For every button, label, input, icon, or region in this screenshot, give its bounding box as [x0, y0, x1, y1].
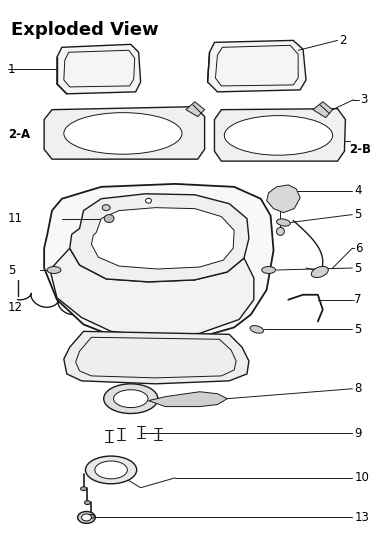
Text: Exploded View: Exploded View — [11, 21, 158, 38]
Ellipse shape — [95, 461, 127, 479]
Text: 1: 1 — [8, 63, 15, 76]
Ellipse shape — [82, 514, 92, 521]
Polygon shape — [313, 102, 332, 118]
Text: 3: 3 — [360, 93, 367, 106]
Text: 2-A: 2-A — [8, 128, 30, 141]
Text: 7: 7 — [354, 293, 362, 306]
Ellipse shape — [84, 501, 90, 504]
Ellipse shape — [78, 511, 95, 523]
Polygon shape — [64, 50, 135, 87]
Polygon shape — [207, 40, 306, 92]
Polygon shape — [92, 208, 234, 269]
Ellipse shape — [104, 384, 158, 414]
Ellipse shape — [89, 515, 94, 518]
Ellipse shape — [277, 227, 284, 235]
Text: 6: 6 — [355, 242, 363, 255]
Text: 5: 5 — [354, 208, 362, 221]
Ellipse shape — [114, 390, 148, 408]
Ellipse shape — [224, 116, 332, 155]
Text: 12: 12 — [8, 301, 23, 314]
Ellipse shape — [311, 266, 328, 278]
Text: 5: 5 — [8, 264, 15, 276]
Polygon shape — [76, 338, 236, 378]
Ellipse shape — [262, 267, 276, 273]
Ellipse shape — [146, 198, 152, 203]
Polygon shape — [64, 332, 249, 384]
Polygon shape — [214, 109, 345, 161]
Text: 10: 10 — [354, 471, 369, 484]
Ellipse shape — [64, 113, 182, 154]
Polygon shape — [50, 248, 254, 336]
Ellipse shape — [250, 326, 263, 333]
Polygon shape — [186, 102, 204, 117]
Ellipse shape — [47, 267, 61, 273]
Ellipse shape — [81, 487, 87, 491]
Polygon shape — [44, 107, 204, 159]
Polygon shape — [44, 184, 274, 339]
Ellipse shape — [102, 205, 110, 211]
Ellipse shape — [86, 456, 137, 484]
Text: 2-B: 2-B — [349, 143, 371, 156]
Polygon shape — [57, 44, 141, 94]
Text: 13: 13 — [354, 511, 369, 524]
Ellipse shape — [104, 214, 114, 222]
Text: 9: 9 — [354, 427, 362, 440]
Text: 5: 5 — [354, 261, 362, 274]
Text: 2: 2 — [339, 34, 347, 47]
Polygon shape — [149, 392, 227, 407]
Polygon shape — [70, 194, 249, 282]
Text: 8: 8 — [354, 382, 362, 395]
Polygon shape — [267, 185, 300, 213]
Polygon shape — [215, 45, 298, 86]
Text: 5: 5 — [354, 323, 362, 336]
Text: 4: 4 — [354, 184, 362, 197]
Ellipse shape — [277, 219, 290, 226]
Text: 11: 11 — [8, 212, 23, 225]
